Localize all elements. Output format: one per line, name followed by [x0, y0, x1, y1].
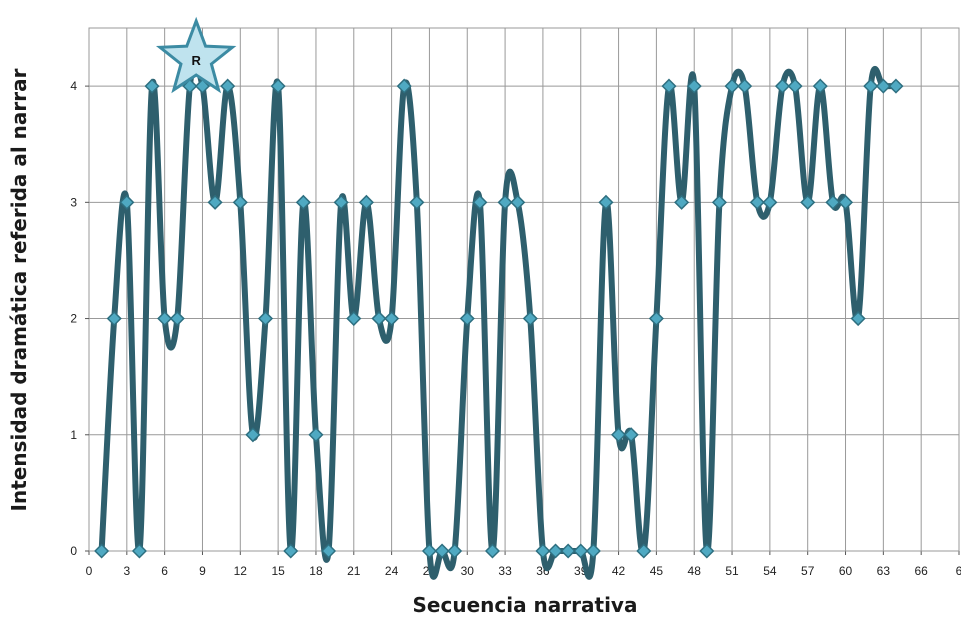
data-point — [547, 543, 564, 559]
data-point — [169, 310, 185, 327]
data-point — [94, 543, 110, 559]
data-point — [321, 543, 337, 559]
x-tick-label: 6 — [161, 564, 168, 578]
data-point — [812, 78, 828, 94]
y-tick-label: 0 — [70, 544, 77, 558]
data-point — [157, 310, 173, 327]
x-tick-label: 60 — [839, 564, 853, 578]
data-point — [623, 427, 639, 443]
data-point — [308, 427, 324, 443]
data-point — [257, 310, 274, 327]
data-point — [762, 194, 778, 210]
data-point — [875, 78, 891, 94]
data-point — [497, 194, 513, 210]
data-point — [711, 194, 727, 210]
data-point — [119, 194, 135, 210]
data-point — [636, 543, 652, 559]
grid — [85, 27, 960, 555]
x-tick-label: 21 — [347, 564, 361, 578]
data-point — [295, 194, 311, 210]
data-point — [283, 543, 299, 559]
data-point — [270, 78, 286, 94]
x-tick-label: 24 — [385, 564, 399, 578]
data-point — [585, 543, 601, 559]
data-point — [598, 194, 614, 210]
x-axis-title: Secuencia narrativa — [413, 593, 638, 617]
data-point — [560, 543, 576, 559]
data-point — [232, 194, 248, 210]
data-point — [686, 78, 702, 94]
data-point — [648, 310, 664, 327]
data-point — [737, 78, 753, 94]
x-tick-label: 51 — [725, 564, 739, 578]
data-point — [850, 310, 866, 327]
x-tick-label: 0 — [86, 564, 93, 578]
y-tick-label: 3 — [70, 195, 77, 209]
annotation: R — [155, 16, 237, 94]
data-point — [674, 194, 690, 210]
data-point — [522, 310, 538, 327]
data-point — [434, 543, 450, 559]
data-point — [888, 78, 904, 94]
x-tick-label: 54 — [763, 564, 777, 578]
data-point — [573, 543, 589, 559]
data-point — [749, 194, 765, 210]
star-annotation-label: R — [191, 53, 201, 68]
data-point — [384, 310, 400, 327]
data-point — [409, 194, 425, 210]
x-tick-label: 33 — [498, 564, 512, 578]
star-icon — [155, 16, 237, 94]
data-point — [724, 78, 740, 94]
data-point — [787, 78, 803, 94]
x-tick-label: 15 — [271, 564, 285, 578]
y-tick-label: 2 — [70, 312, 77, 326]
x-tick-label: 3 — [123, 564, 130, 578]
x-tick-label: 57 — [801, 564, 815, 578]
x-tick-label: 12 — [234, 564, 248, 578]
data-point — [837, 194, 854, 210]
data-point — [333, 194, 349, 210]
tick-labels: 0 3 6 9 12 15 18 21 24 27 30 33 36 39 42 45 48 51 54 57 60 63… — [70, 79, 961, 578]
x-tick-label: 18 — [309, 564, 323, 578]
data-point — [106, 310, 122, 327]
x-tick-label: 6 — [956, 564, 961, 578]
data-point — [144, 78, 160, 94]
y-axis-title: Intensidad dramática referida al narrar — [7, 68, 31, 511]
data-point — [825, 194, 841, 210]
x-tick-label: 48 — [688, 564, 702, 578]
data-point — [484, 543, 501, 559]
data-point — [396, 78, 412, 94]
data-point — [661, 78, 677, 94]
y-tick-label: 4 — [70, 79, 77, 93]
data-point — [371, 310, 387, 327]
data-point — [358, 194, 374, 210]
x-tick-label: 42 — [612, 564, 626, 578]
x-tick-label: 45 — [650, 564, 664, 578]
data-point — [472, 194, 488, 210]
data-point — [447, 543, 463, 559]
data-point — [800, 194, 816, 210]
data-point — [510, 194, 526, 210]
data-point — [421, 543, 437, 559]
data-point — [245, 427, 261, 443]
x-tick-label: 66 — [914, 564, 928, 578]
markers — [94, 78, 904, 559]
plot-frame — [88, 27, 960, 552]
x-tick-label: 63 — [877, 564, 891, 578]
data-point — [131, 543, 147, 559]
x-tick-label: 30 — [461, 564, 475, 578]
data-point — [774, 78, 791, 94]
data-point — [459, 310, 475, 327]
y-tick-label: 1 — [70, 428, 77, 442]
data-point — [699, 543, 715, 559]
data-point — [346, 310, 362, 327]
data-point — [220, 78, 236, 94]
data-point — [535, 543, 551, 559]
series-line — [98, 60, 899, 580]
data-point — [863, 78, 879, 94]
data-point — [611, 427, 627, 443]
x-tick-label: 9 — [199, 564, 206, 578]
data-point — [207, 194, 223, 210]
